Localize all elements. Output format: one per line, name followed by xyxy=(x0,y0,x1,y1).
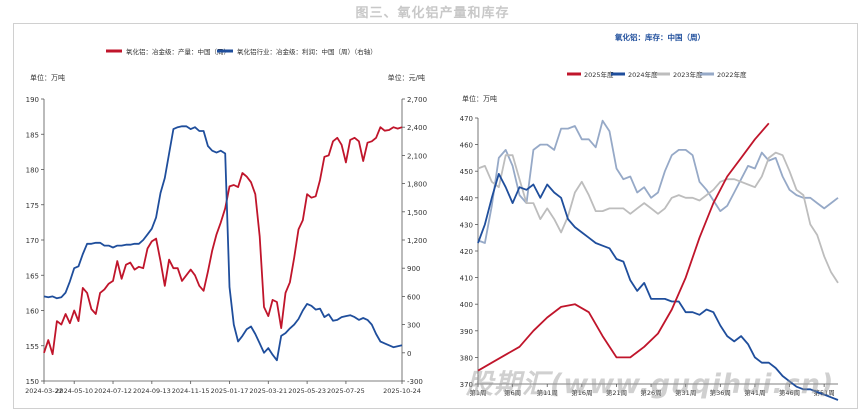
right-y-tick-label: 1,800 xyxy=(407,181,427,189)
legend-label-profit: 氧化铝行业：冶金级：利润：中国（周）（右轴） xyxy=(237,47,377,56)
series-line-2023年度 xyxy=(477,151,839,284)
x-tick-label: 2025-07-25 xyxy=(327,387,365,395)
x-tick-label: 2025-05-23 xyxy=(288,387,326,395)
inventory-x-tick-label: 第51周 xyxy=(814,388,835,397)
left-y-tick-label: 175 xyxy=(26,202,39,210)
legend-label-production: 氧化铝：冶金级：产量：中国（周） xyxy=(126,47,230,56)
right-y-tick-label: 2,400 xyxy=(407,124,427,132)
x-tick-label: 2024-05-10 xyxy=(55,387,93,395)
left-y-tick-label: 155 xyxy=(26,343,39,351)
legend-label-2025年度: 2025年度 xyxy=(584,70,614,79)
inventory-x-tick-label: 第16周 xyxy=(571,388,592,397)
left-y-tick-label: 190 xyxy=(26,96,39,104)
series-line-2022年度 xyxy=(477,119,839,244)
inventory-x-tick-label: 第11周 xyxy=(537,388,558,397)
inventory-x-tick-label: 第36周 xyxy=(710,388,731,397)
x-tick-label: 2024-07-12 xyxy=(94,387,132,395)
series-line-production xyxy=(43,126,403,356)
inventory-x-tick-label: 第1周 xyxy=(469,388,486,397)
inventory-y-tick-label: 410 xyxy=(460,275,473,283)
inventory-y-tick-label: 390 xyxy=(460,328,473,336)
right-y-tick-label: 2,100 xyxy=(407,152,427,160)
inventory-x-tick-label: 第46周 xyxy=(779,388,800,397)
chart-frame xyxy=(13,23,858,409)
left-y-tick-label: 160 xyxy=(26,308,39,316)
right-y-tick-label: 900 xyxy=(407,265,420,273)
right-y-tick-label: 0 xyxy=(407,350,411,358)
x-tick-label: 2024-03-22 xyxy=(25,387,63,395)
right-y-tick-label: 300 xyxy=(407,322,420,330)
left-y-tick-label: 150 xyxy=(26,378,39,386)
inventory-y-tick-label: 470 xyxy=(460,115,473,123)
right-y-tick-label: -300 xyxy=(407,378,423,386)
inventory-y-tick-label: 420 xyxy=(460,248,473,256)
inventory-y-tick-label: 380 xyxy=(460,354,473,362)
inventory-y-tick-label: 430 xyxy=(460,221,473,229)
inventory-x-tick-label: 第31周 xyxy=(675,388,696,397)
left-y-tick-label: 185 xyxy=(26,131,39,139)
inventory-x-tick-label: 第26周 xyxy=(640,388,661,397)
inventory-y-tick-label: 460 xyxy=(460,142,473,150)
right-y-tick-label: 2,700 xyxy=(407,96,427,104)
inventory-x-tick-label: 第41周 xyxy=(744,388,765,397)
x-tick-label: 2025-03-21 xyxy=(249,387,287,395)
x-tick-label: 2024-09-13 xyxy=(133,387,171,395)
inventory-y-tick-label: 400 xyxy=(460,301,473,309)
x-tick-label: 2024-11-15 xyxy=(172,387,210,395)
series-line-2024年度 xyxy=(477,172,839,401)
x-tick-label: 2025-10-24 xyxy=(383,387,421,395)
inventory-y-tick-label: 450 xyxy=(460,168,473,176)
left-y-tick-label: 180 xyxy=(26,167,39,175)
inventory-x-tick-label: 第6周 xyxy=(504,388,521,397)
right-axis-unit: 单位：元/吨 xyxy=(388,73,425,82)
inventory-y-tick-label: 370 xyxy=(460,381,473,389)
x-tick-label: 2025-01-17 xyxy=(211,387,249,395)
series-line-profit xyxy=(43,125,403,362)
right-chart-title: 氧化铝：库存：中国（周） xyxy=(614,32,705,42)
legend-label-2023年度: 2023年度 xyxy=(673,70,703,79)
left-y-tick-label: 170 xyxy=(26,237,39,245)
watermark-text: 股期汇(www.guqihui.cn) xyxy=(466,369,835,400)
inventory-y-tick-label: 440 xyxy=(460,195,473,203)
inventory-x-tick-label: 第21周 xyxy=(606,388,627,397)
page-title: 图三、氧化铝产量和库存 xyxy=(355,6,510,21)
series-line-2025年度 xyxy=(477,122,770,372)
right-y-tick-label: 600 xyxy=(407,293,420,301)
inventory-axis-unit: 单位：万吨 xyxy=(462,94,497,103)
legend-label-2024年度: 2024年度 xyxy=(628,70,658,79)
right-y-tick-label: 1,500 xyxy=(407,209,427,217)
right-y-tick-label: 1,200 xyxy=(407,237,427,245)
left-axis-unit: 单位：万吨 xyxy=(30,73,65,82)
legend-label-2022年度: 2022年度 xyxy=(717,70,747,79)
left-y-tick-label: 165 xyxy=(26,272,39,280)
